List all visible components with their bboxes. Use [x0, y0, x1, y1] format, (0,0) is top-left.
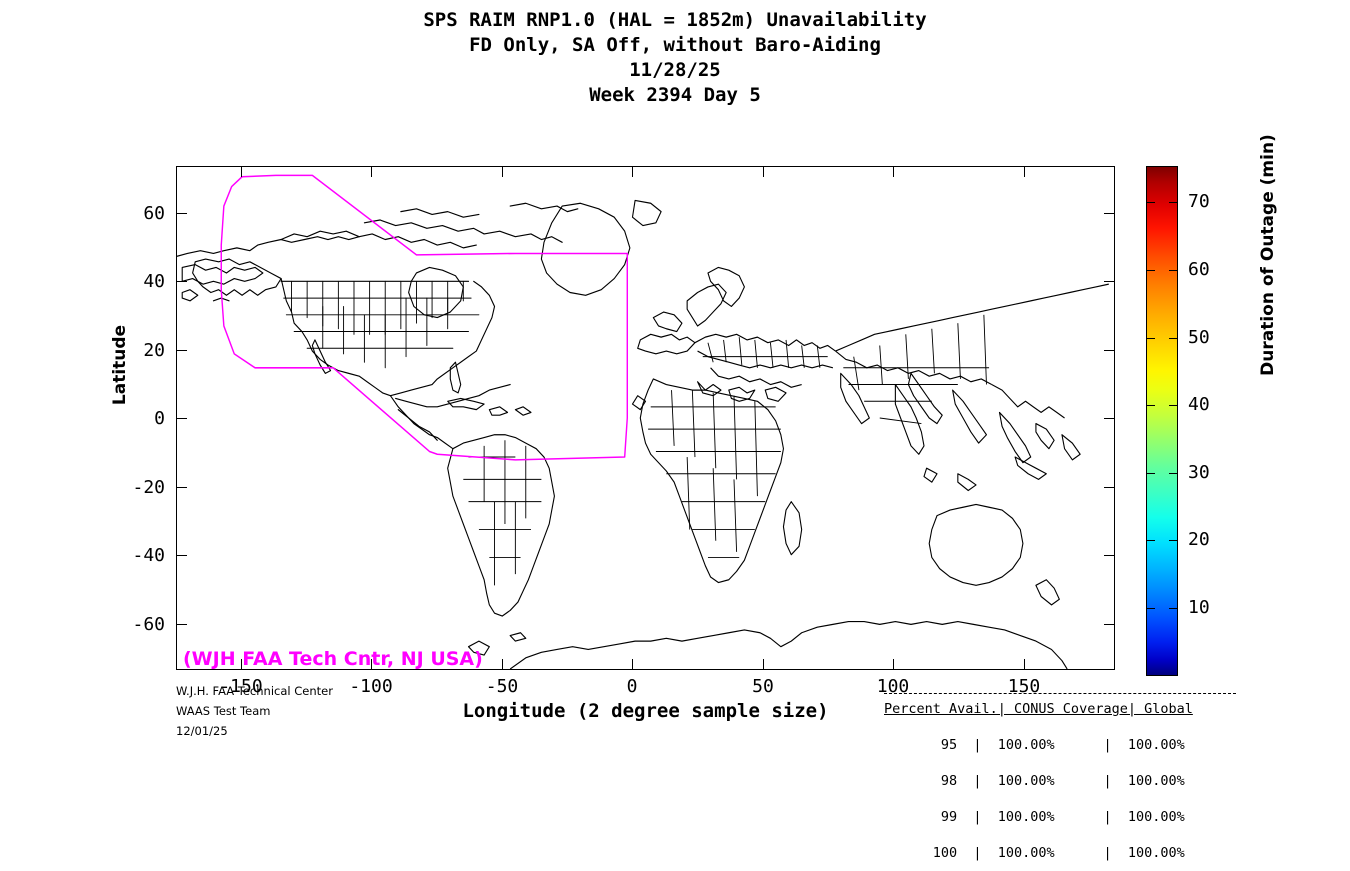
ytick-mark-m40	[176, 555, 187, 556]
stats-header-row: Percent Avail.| CONUS Coverage| Global	[884, 701, 1193, 717]
colorbar-gradient	[1146, 166, 1178, 676]
xtick-top-m100	[371, 166, 372, 177]
ytick-right-0	[1104, 418, 1115, 419]
ytick-mark-m20	[176, 487, 187, 488]
title-line-1: SPS RAIM RNP1.0 (HAL = 1852m) Unavailabi…	[423, 9, 927, 31]
cb-tick-left-60	[1146, 270, 1155, 271]
xtick-top-150	[1024, 166, 1025, 177]
xtick-top-m50	[502, 166, 503, 177]
conus-coverage-polygon	[220, 174, 628, 461]
footer-line-1: W.J.H. FAA Technical Center	[176, 684, 333, 698]
stats-table-divider	[884, 693, 1236, 694]
xtick-mark-0	[632, 659, 633, 670]
footer-line-3: 12/01/25	[176, 724, 228, 738]
chart-title-block: SPS RAIM RNP1.0 (HAL = 1852m) Unavailabi…	[0, 8, 1350, 108]
xtick-mark-m150	[241, 659, 242, 670]
cb-tick-right-30	[1169, 473, 1178, 474]
africa-group	[631, 378, 803, 584]
ytick-right-60	[1104, 213, 1115, 214]
xtick-top-0	[632, 166, 633, 177]
ytick-right-m60	[1104, 624, 1115, 625]
cb-label-20: 20	[1188, 529, 1210, 550]
ytick-label-60: 60	[143, 203, 165, 224]
xtick-mark-100	[893, 659, 894, 670]
cb-label-40: 40	[1188, 394, 1210, 415]
ytick-label-m60: -60	[132, 614, 165, 635]
table-row: 99 | 100.00% | 100.00%	[884, 809, 1185, 825]
ytick-right-m40	[1104, 555, 1115, 556]
xtick-top-m150	[241, 166, 242, 177]
cb-tick-right-60	[1169, 270, 1178, 271]
xtick-label-m50: -50	[485, 676, 519, 697]
xtick-mark-50	[763, 659, 764, 670]
xtick-label-0: 0	[626, 676, 638, 697]
cb-label-50: 50	[1188, 327, 1210, 348]
cb-tick-left-30	[1146, 473, 1155, 474]
world-map-svg	[177, 174, 1109, 669]
table-row: 100 | 100.00% | 100.00%	[884, 845, 1185, 861]
xtick-label-100: 100	[876, 676, 910, 697]
cb-tick-left-50	[1146, 338, 1155, 339]
europe-group	[637, 266, 836, 402]
facility-watermark: (WJH FAA Tech Cntr, NJ USA)	[183, 648, 483, 670]
cb-label-70: 70	[1188, 191, 1210, 212]
x-axis-label: Longitude (2 degree sample size)	[462, 700, 829, 722]
cb-tick-left-10	[1146, 608, 1155, 609]
ytick-label-20: 20	[143, 340, 165, 361]
ytick-right-m20	[1104, 487, 1115, 488]
coastlines-group	[177, 199, 662, 450]
title-line-4-week: Week 2394 Day 5	[589, 84, 761, 106]
xtick-label-m100: -100	[349, 676, 393, 697]
availability-stats-table: Percent Avail.| CONUS Coverage| Global 9…	[884, 679, 1193, 871]
colorbar-axis-label: Duration of Outage (min)	[1258, 134, 1278, 376]
ytick-label-40: 40	[143, 271, 165, 292]
cb-tick-right-10	[1169, 608, 1178, 609]
footer-line-2: WAAS Test Team	[176, 704, 271, 718]
ytick-label-0: 0	[154, 408, 165, 429]
cb-tick-right-40	[1169, 405, 1178, 406]
ytick-mark-60	[176, 213, 187, 214]
world-map-plot-area[interactable]	[176, 166, 1115, 670]
ytick-label-m20: -20	[132, 477, 165, 498]
xtick-label-150: 150	[1007, 676, 1041, 697]
xtick-mark-m50	[502, 659, 503, 670]
title-line-2: FD Only, SA Off, without Baro-Aiding	[469, 34, 881, 56]
ytick-label-m40: -40	[132, 545, 165, 566]
y-axis-label: Latitude	[110, 324, 130, 406]
xtick-label-m150: -150	[219, 676, 263, 697]
cb-tick-right-20	[1169, 540, 1178, 541]
ytick-mark-20	[176, 350, 187, 351]
table-row: 95 | 100.00% | 100.00%	[884, 737, 1185, 753]
cb-tick-left-40	[1146, 405, 1155, 406]
title-line-3-date: 11/28/25	[629, 59, 721, 81]
ytick-mark-40	[176, 281, 187, 282]
asia-group	[835, 283, 1109, 464]
cb-tick-left-70	[1146, 202, 1155, 203]
xtick-top-50	[763, 166, 764, 177]
footer-credit: W.J.H. FAA Technical Center WAAS Test Te…	[176, 681, 333, 741]
ytick-mark-m60	[176, 624, 187, 625]
table-row: 98 | 100.00% | 100.00%	[884, 773, 1185, 789]
xtick-label-50: 50	[752, 676, 774, 697]
cb-label-10: 10	[1188, 597, 1210, 618]
xtick-top-100	[893, 166, 894, 177]
cb-tick-right-50	[1169, 338, 1178, 339]
ytick-right-40	[1104, 281, 1115, 282]
cb-tick-left-20	[1146, 540, 1155, 541]
ytick-right-20	[1104, 350, 1115, 351]
xtick-mark-150	[1024, 659, 1025, 670]
colorbar[interactable]: 70 60 50 40 30 20 10	[1146, 166, 1210, 676]
south-america-group	[447, 434, 555, 642]
oceania-group	[923, 456, 1060, 606]
xtick-mark-m100	[371, 659, 372, 670]
ytick-mark-0	[176, 418, 187, 419]
cb-tick-right-70	[1169, 202, 1178, 203]
cb-label-30: 30	[1188, 462, 1210, 483]
antarctica-group	[467, 621, 1068, 669]
cb-label-60: 60	[1188, 259, 1210, 280]
